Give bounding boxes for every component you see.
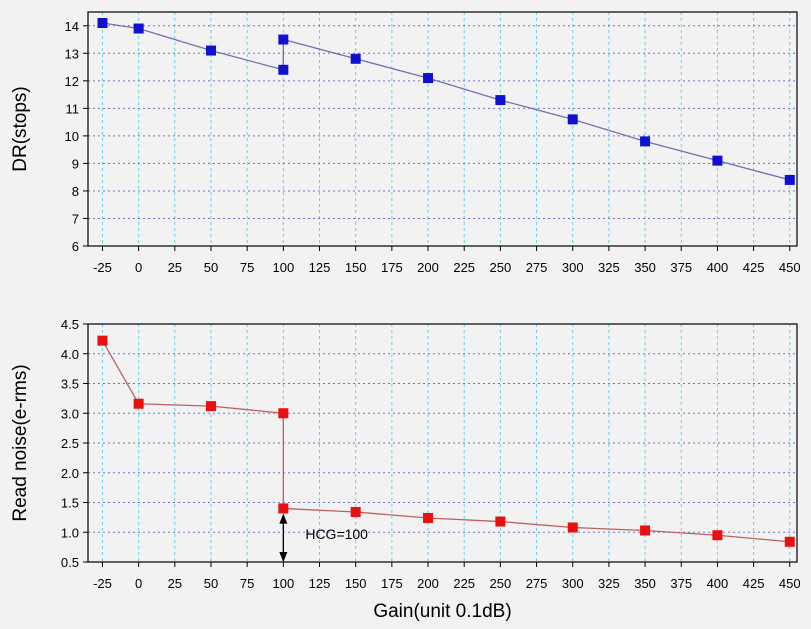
y-tick-label: 3.0 xyxy=(61,406,79,421)
y-tick-label: 1.0 xyxy=(61,525,79,540)
data-point xyxy=(278,408,289,419)
series-line xyxy=(101,340,790,543)
x-tick-label: 300 xyxy=(562,260,584,275)
data-point xyxy=(784,536,795,547)
x-axis-label: Gain(unit 0.1dB) xyxy=(373,601,511,622)
x-tick-label: 50 xyxy=(204,576,218,591)
data-point xyxy=(567,522,578,533)
y-tick-label: 1.5 xyxy=(61,496,79,511)
x-tick-label: 150 xyxy=(345,260,367,275)
annotation-arrowhead-down xyxy=(279,552,288,562)
data-point xyxy=(278,34,289,45)
y-tick-label: 4.5 xyxy=(61,317,79,332)
plot-area xyxy=(88,12,797,246)
x-tick-label: 225 xyxy=(453,260,475,275)
data-point xyxy=(567,114,578,125)
y-tick-label: 11 xyxy=(66,101,80,116)
x-tick-label: 200 xyxy=(417,260,439,275)
x-tick-label: 425 xyxy=(743,260,765,275)
x-tick-label: 400 xyxy=(707,260,729,275)
x-tick-label: 375 xyxy=(670,260,692,275)
data-point xyxy=(423,512,434,523)
data-point xyxy=(423,73,434,84)
x-tick-label: 325 xyxy=(598,576,620,591)
x-tick-label: 0 xyxy=(135,576,142,591)
data-point xyxy=(712,155,723,166)
y-tick-label: 7 xyxy=(72,211,79,226)
data-point xyxy=(640,136,651,147)
y-tick-label: 10 xyxy=(65,129,79,144)
x-tick-label: 175 xyxy=(381,260,403,275)
y-tick-label: 4.0 xyxy=(61,347,79,362)
x-tick-label: 450 xyxy=(779,576,801,591)
y-tick-label: 8 xyxy=(72,184,79,199)
dr-chart: -25 0 25 50 75 100 125 150 175 200 225 250 275 300 325… xyxy=(10,11,801,275)
x-tick-label: 175 xyxy=(381,576,403,591)
annotation-label: HCG=100 xyxy=(305,526,368,542)
data-point xyxy=(712,530,723,541)
data-point xyxy=(495,95,506,106)
y-axis-label: DR(stops) xyxy=(10,86,31,172)
data-point xyxy=(350,53,361,64)
data-point xyxy=(133,23,144,34)
x-tick-label: 100 xyxy=(272,260,294,275)
y-axis-label: Read noise(e-rms) xyxy=(10,364,31,521)
data-point xyxy=(278,64,289,75)
x-tick-label: 225 xyxy=(453,576,475,591)
data-point xyxy=(205,401,216,412)
y-tick-label: 12 xyxy=(65,74,79,89)
x-tick-label: 275 xyxy=(526,576,548,591)
x-tick-label: 200 xyxy=(417,576,439,591)
annotation-arrowhead-up xyxy=(279,513,288,524)
y-tick-label: 2.5 xyxy=(61,436,79,451)
data-point xyxy=(784,174,795,185)
x-tick-label: 125 xyxy=(309,576,331,591)
x-tick-label: 100 xyxy=(272,576,294,591)
data-point xyxy=(640,525,651,536)
data-point xyxy=(205,45,216,56)
y-tick-label: 14 xyxy=(65,19,79,34)
data-point xyxy=(495,516,506,527)
x-tick-label: 375 xyxy=(670,576,692,591)
data-point xyxy=(350,507,361,518)
x-tick-label: 25 xyxy=(168,576,182,591)
series-line xyxy=(102,22,790,181)
read-noise-chart: -25 0 25 50 75 100 125 150 175 200 225 250 275 300 325… xyxy=(10,317,801,622)
x-tick-label: -25 xyxy=(93,576,112,591)
data-point xyxy=(97,18,108,29)
data-point xyxy=(97,335,108,346)
y-tick-label: 0.5 xyxy=(61,555,79,570)
axes-frame xyxy=(87,11,798,247)
x-tick-label: 300 xyxy=(562,576,584,591)
y-tick-label: 13 xyxy=(65,46,79,61)
x-tick-label: 125 xyxy=(309,260,331,275)
data-point xyxy=(133,398,144,409)
x-tick-label: 75 xyxy=(240,260,254,275)
x-tick-label: -25 xyxy=(93,260,112,275)
x-tick-label: 425 xyxy=(743,576,765,591)
x-tick-label: 400 xyxy=(707,576,729,591)
x-tick-label: 0 xyxy=(135,260,142,275)
x-tick-label: 325 xyxy=(598,260,620,275)
x-tick-label: 250 xyxy=(490,576,512,591)
y-tick-label: 9 xyxy=(72,156,79,171)
x-tick-label: 75 xyxy=(240,576,254,591)
y-tick-label: 6 xyxy=(72,239,79,254)
x-tick-label: 275 xyxy=(526,260,548,275)
y-tick-label: 2.0 xyxy=(61,466,79,481)
data-point xyxy=(278,503,289,514)
x-tick-label: 150 xyxy=(345,576,367,591)
x-tick-label: 350 xyxy=(634,576,656,591)
x-tick-label: 250 xyxy=(490,260,512,275)
y-tick-label: 3.5 xyxy=(61,377,79,392)
x-tick-label: 25 xyxy=(168,260,182,275)
x-tick-label: 450 xyxy=(779,260,801,275)
x-tick-label: 50 xyxy=(204,260,218,275)
x-tick-label: 350 xyxy=(634,260,656,275)
